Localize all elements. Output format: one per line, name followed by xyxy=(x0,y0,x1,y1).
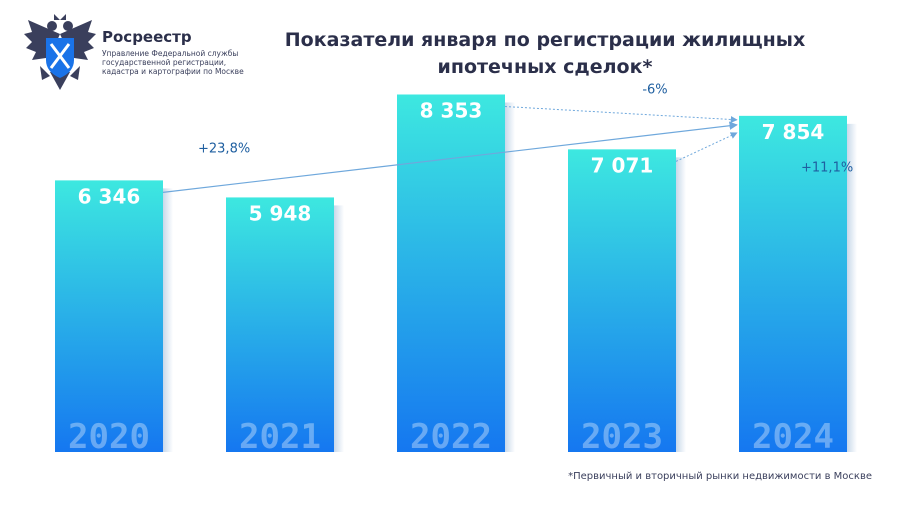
bar-value-label: 6 346 xyxy=(78,184,141,208)
bar-2022 xyxy=(397,94,505,452)
bar-value-label: 8 353 xyxy=(420,98,483,122)
change-arrow xyxy=(504,105,738,123)
bar-2024 xyxy=(739,115,847,452)
rosreestr-logo: Росреестр Управление Федеральной службы … xyxy=(22,12,252,92)
category-label: 2023 xyxy=(581,417,663,457)
change-arrow xyxy=(675,132,738,162)
chart-title: Показатели января по регистрации жилищны… xyxy=(250,27,840,81)
change-label: +23,8% xyxy=(198,141,250,156)
chart-title-line: ипотечных сделок* xyxy=(437,56,653,78)
bar-2023 xyxy=(568,149,676,452)
category-label: 2022 xyxy=(410,417,492,457)
eagle-emblem-icon xyxy=(24,14,96,90)
brand-subtitle-line: государственной регистрации, xyxy=(102,58,227,67)
bar-shadow xyxy=(505,102,515,452)
bar-shadow xyxy=(847,123,857,452)
change-arrow xyxy=(162,121,738,193)
bar-value-label: 5 948 xyxy=(249,201,312,225)
bar-value-label: 7 854 xyxy=(762,120,825,144)
bar-2021 xyxy=(226,197,334,452)
chart-title-line: Показатели января по регистрации жилищны… xyxy=(284,29,806,51)
brand-subtitle-line: Управление Федеральной службы xyxy=(102,49,239,58)
change-label: +11,1% xyxy=(801,160,853,175)
brand-subtitle-line: кадастра и картографии по Москве xyxy=(102,67,244,76)
bar-value-label: 7 071 xyxy=(591,153,654,177)
category-label: 2021 xyxy=(239,417,321,457)
change-label: -6% xyxy=(642,82,667,97)
category-label: 2020 xyxy=(68,417,150,457)
category-label: 2024 xyxy=(752,417,834,457)
bar-2020 xyxy=(55,180,163,452)
bar-shadow xyxy=(676,157,686,452)
bar-shadow xyxy=(163,188,173,452)
brand-name: Росреестр xyxy=(102,28,192,46)
brand-subtitle: Управление Федеральной службы государств… xyxy=(102,49,262,76)
footnote: *Первичный и вторичный рынки недвижимост… xyxy=(568,471,872,482)
bar-shadow xyxy=(334,205,344,452)
